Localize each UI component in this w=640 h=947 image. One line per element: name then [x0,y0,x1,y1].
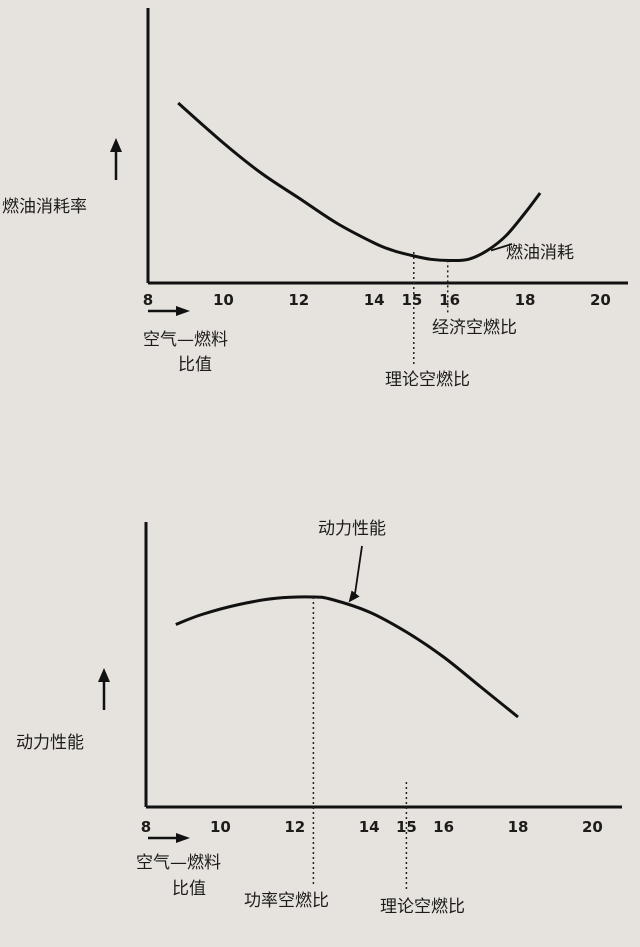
x-tick-label: 18 [508,818,529,836]
x-tick-label: 15 [401,291,422,309]
x-axis-label-line1: 空气—燃料 [136,853,221,873]
series-annotation: 动力性能 [318,519,386,539]
x-axis-label-line2: 比值 [178,355,212,375]
x-tick-label: 18 [515,291,536,309]
right-arrow-head-icon [176,833,190,843]
series-leader-line [490,243,513,252]
x-axis-label-line2: 比值 [172,879,206,899]
right-arrow-head-icon [176,306,190,316]
fuel-consumption-chart: 8 10 12 14 15 16 18 20 燃油消耗率 空气—燃料 比值 燃油消耗 经济空燃… [2,8,628,390]
economic-ratio-annotation: 经济空燃比 [432,318,517,338]
up-arrow-head-icon [110,138,122,152]
up-arrow-head-icon [98,668,110,682]
series-leader-arrowhead [348,590,360,603]
x-tick-label: 14 [364,291,385,309]
theoretical-ratio-annotation: 理论空燃比 [380,897,465,917]
x-tick-label: 12 [288,291,309,309]
power-performance-curve [175,595,519,719]
power-ratio-annotation: 功率空燃比 [244,891,329,911]
x-tick-labels: 8 10 12 14 15 16 18 20 [143,291,611,309]
x-tick-label: 10 [213,291,234,309]
y-axis-label: 燃油消耗率 [2,197,87,217]
x-tick-label: 16 [439,291,460,309]
x-tick-label: 12 [284,818,305,836]
fuel-consumption-curve [177,101,542,263]
x-tick-label: 20 [582,818,603,836]
x-tick-labels: 8 10 12 14 15 16 18 20 [141,818,603,836]
x-tick-label: 16 [433,818,454,836]
power-performance-chart: 8 10 12 14 15 16 18 20 动力性能 空气—燃料 比值 动力性能 功率空燃比… [16,519,622,917]
x-axis-label-line1: 空气—燃料 [143,330,228,350]
x-tick-label: 8 [143,291,153,309]
x-tick-label: 20 [590,291,611,309]
x-tick-label: 10 [210,818,231,836]
series-annotation: 燃油消耗 [506,243,574,263]
series-leader-line [353,545,363,597]
theoretical-ratio-annotation: 理论空燃比 [385,370,470,390]
x-tick-label: 8 [141,818,151,836]
y-axis-label: 动力性能 [16,733,84,753]
x-tick-label: 14 [359,818,380,836]
